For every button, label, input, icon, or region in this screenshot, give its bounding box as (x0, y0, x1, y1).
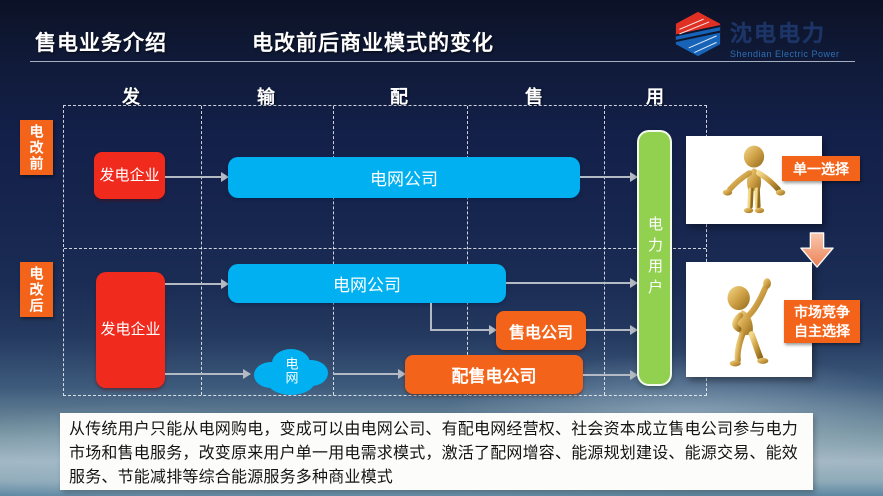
arrow-distretailer-to-user (583, 374, 630, 376)
single-choice-tag: 单一选择 (782, 156, 860, 181)
grid-cloud: 电网 (249, 345, 333, 397)
company-logo: 沈电电力 Shendian Electric Power (672, 10, 840, 63)
gold-figure-open-arms-icon (722, 145, 786, 214)
arrowhead (398, 369, 406, 379)
arrowhead (630, 370, 638, 380)
row-label-before-reform: 电改前 (20, 120, 53, 175)
grid-line-vertical-1 (201, 106, 202, 395)
grid-line-vertical-3 (467, 106, 468, 395)
footer-paragraph: 从传统用户只能从电网购电，变成可以由电网公司、有配电网经营权、社会资本成立售电公… (69, 421, 799, 486)
arrowhead (630, 325, 638, 335)
column-header-transmission: 输 (257, 87, 275, 107)
arrowhead (630, 278, 638, 288)
cloud-label: 电网 (283, 357, 299, 385)
column-header-sale: 售 (525, 87, 543, 107)
grid-line-row-divider (64, 248, 706, 249)
connector-grid-to-retailer-horizontal (430, 329, 489, 331)
arrow-grid-to-user-after (506, 282, 630, 284)
arrow-gen-to-grid-before (165, 176, 221, 178)
column-header-distribution: 配 (390, 87, 408, 107)
arrowhead (243, 369, 251, 379)
logo-hexagon-icon (672, 10, 724, 63)
market-competition-tag: 市场竞争 自主选择 (784, 300, 860, 343)
arrow-gen-to-grid-after (165, 283, 221, 285)
gold-figure-pointing-up-icon (727, 277, 771, 366)
connector-grid-to-retailer-vertical (430, 303, 432, 331)
header-divider (30, 61, 855, 62)
down-arrow-icon (799, 232, 835, 268)
arrowhead (489, 325, 497, 335)
diagram-grid (63, 105, 707, 396)
logo-name: 沈电电力 (730, 21, 827, 46)
market-competition-line2: 自主选择 (794, 322, 850, 339)
page-title: 售电业务介绍 (35, 32, 167, 55)
row-label-after-reform: 电改后 (20, 262, 53, 317)
arrowhead (221, 279, 229, 289)
column-header-use: 用 (646, 87, 664, 107)
cloud-icon (254, 349, 328, 395)
footer-text-box: 从传统用户只能从电网购电，变成可以由电网公司、有配电网经营权、社会资本成立售电公… (60, 413, 813, 490)
column-header-generation: 发 (122, 87, 140, 107)
generator-box-before: 发电企业 (94, 152, 165, 199)
arrow-grid-to-user-before (580, 176, 630, 178)
logo-subtitle: Shendian Electric Power (730, 49, 840, 59)
arrow-cloud-to-distretailer (333, 373, 398, 375)
arrowhead (221, 172, 229, 182)
generator-box-after: 发电企业 (96, 272, 165, 388)
grid-company-box-after: 电网公司 (228, 264, 506, 303)
distribution-retail-company-box: 配售电公司 (405, 355, 583, 394)
grid-line-vertical-4 (604, 106, 605, 395)
grid-company-box-before: 电网公司 (228, 157, 580, 198)
arrowhead (630, 172, 638, 182)
arrow-retailer-to-user (586, 329, 630, 331)
slide-subtitle: 电改前后商业模式的变化 (252, 32, 494, 55)
retail-company-box: 售电公司 (496, 311, 586, 350)
grid-line-vertical-2 (333, 106, 334, 395)
arrow-gen-to-cloud (165, 373, 243, 375)
power-user-box: 电力用户 (637, 130, 672, 386)
market-competition-line1: 市场竞争 (794, 303, 850, 320)
